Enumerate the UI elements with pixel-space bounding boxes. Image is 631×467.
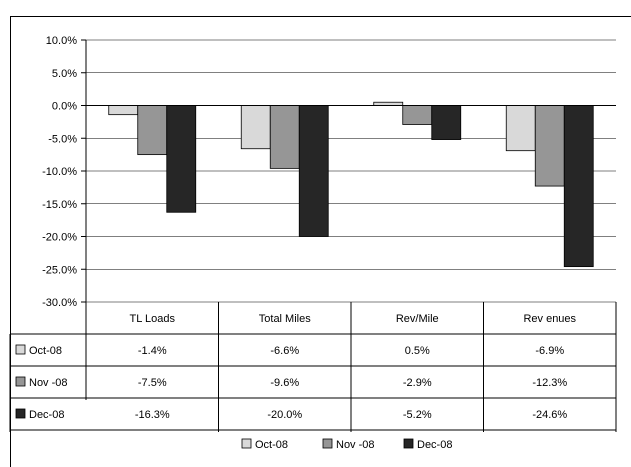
y-tick-label: -15.0% [42, 199, 77, 211]
table-series-name: Nov -08 [29, 377, 68, 389]
table-legend-key [15, 376, 26, 387]
legend-swatch [403, 438, 414, 449]
category-label: TL Loads [130, 313, 176, 325]
data-label: -16.3% [135, 409, 170, 421]
y-tick-label: -20.0% [42, 232, 77, 244]
chart-frame [10, 16, 631, 467]
bar [166, 105, 197, 213]
category-label: Rev/Mile [396, 313, 439, 325]
y-tick-label: -25.0% [42, 264, 77, 276]
category-label: Total Miles [259, 313, 311, 325]
bar [298, 105, 329, 237]
bar [269, 105, 300, 169]
table-series-name: Oct-08 [29, 345, 62, 357]
data-label: -12.3% [532, 377, 567, 389]
data-label: -2.9% [403, 377, 432, 389]
data-label: -1.4% [138, 345, 167, 357]
data-label: -7.5% [138, 377, 167, 389]
table-series-name: Dec-08 [29, 409, 64, 421]
data-label: -24.6% [532, 409, 567, 421]
y-tick-label: -30.0% [42, 297, 77, 309]
legend-label: Dec-08 [417, 439, 452, 451]
bar [431, 105, 462, 140]
y-tick-label: 10.0% [46, 35, 77, 47]
legend-swatch [322, 438, 333, 449]
data-label: -6.9% [535, 345, 564, 357]
bar [505, 105, 536, 152]
bar [137, 105, 168, 156]
category-label: Rev enues [523, 313, 576, 325]
legend-label: Nov -08 [336, 439, 375, 451]
legend-label: Oct-08 [255, 439, 288, 451]
data-label: 0.5% [405, 345, 430, 357]
legend-swatch [241, 438, 252, 449]
bar [534, 105, 565, 187]
bar [240, 105, 271, 150]
bar [563, 105, 594, 268]
bar [108, 105, 139, 116]
y-tick-label: 0.0% [52, 101, 77, 113]
data-label: -9.6% [270, 377, 299, 389]
bar [402, 105, 433, 125]
data-label: -20.0% [267, 409, 302, 421]
data-label: -5.2% [403, 409, 432, 421]
y-tick-label: 5.0% [52, 68, 77, 80]
y-tick-label: -10.0% [42, 166, 77, 178]
y-tick-label: -5.0% [48, 133, 77, 145]
data-label: -6.6% [270, 345, 299, 357]
table-legend-key [15, 344, 26, 355]
table-legend-key [15, 408, 26, 419]
